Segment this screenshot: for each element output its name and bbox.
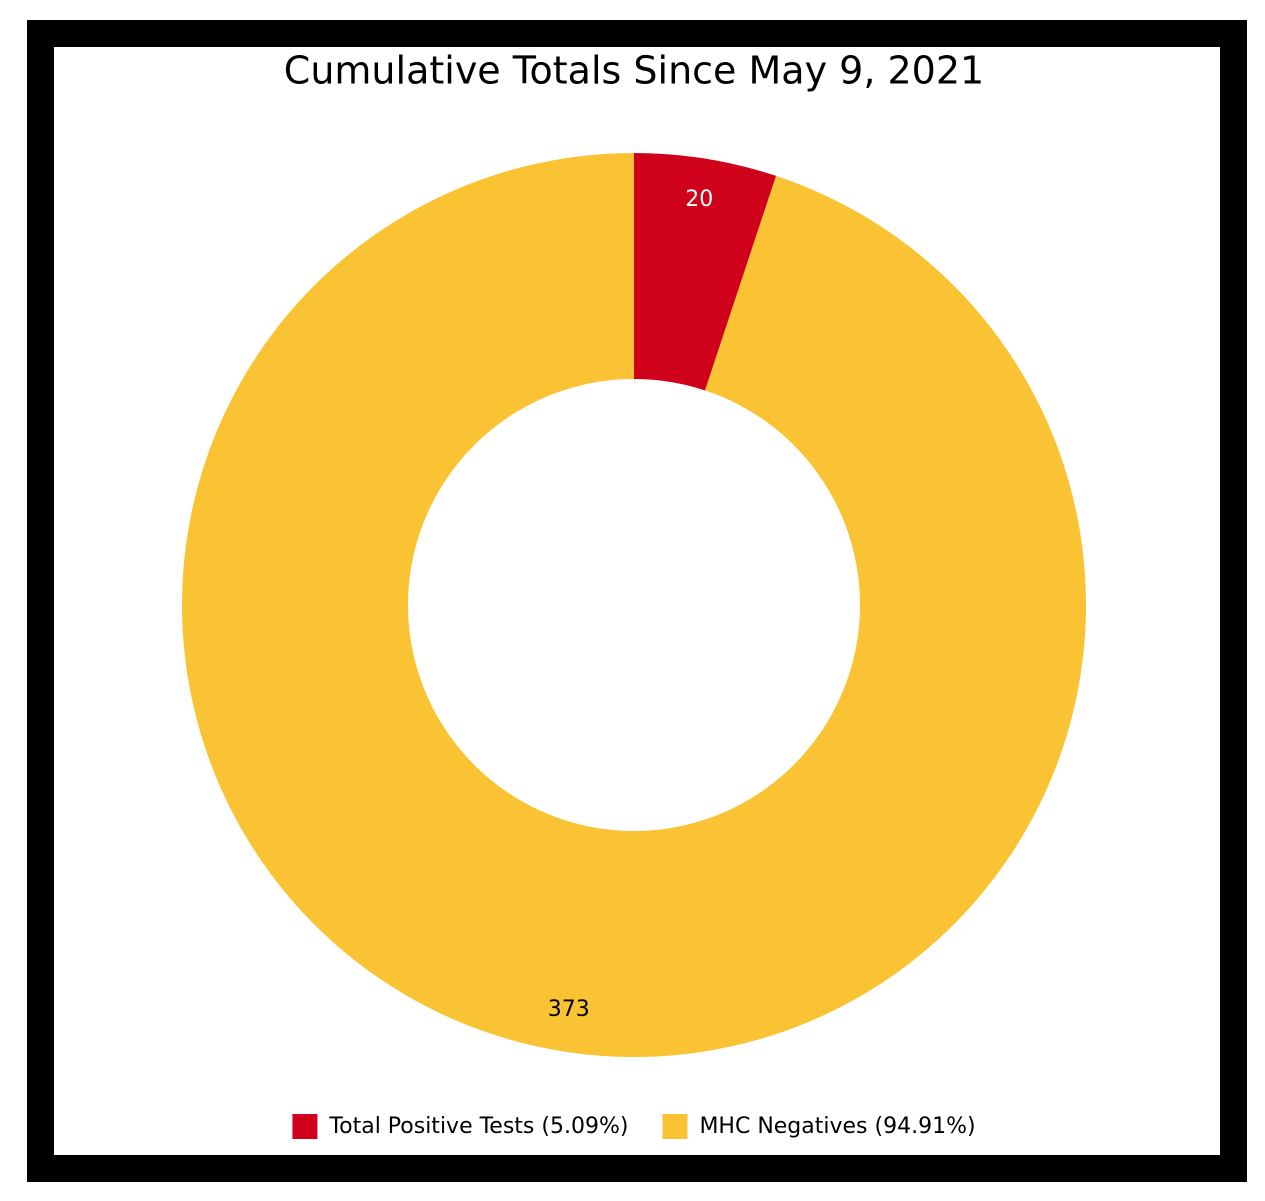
data-label: 373 — [548, 997, 590, 1022]
slice — [182, 153, 1086, 1057]
donut: 20 373 — [182, 153, 1086, 1057]
legend-swatch — [292, 1114, 318, 1139]
legend-label: MHC Negatives (94.91%) — [699, 1114, 975, 1139]
legend-label: Total Positive Tests (5.09%) — [328, 1114, 628, 1139]
slice — [634, 153, 777, 391]
legend: Total Positive Tests (5.09%) MHC Negative… — [292, 1114, 976, 1139]
legend-swatch — [662, 1114, 688, 1139]
chart-title: Cumulative Totals Since May 9, 2021 — [284, 49, 984, 93]
data-label: 20 — [685, 187, 713, 212]
